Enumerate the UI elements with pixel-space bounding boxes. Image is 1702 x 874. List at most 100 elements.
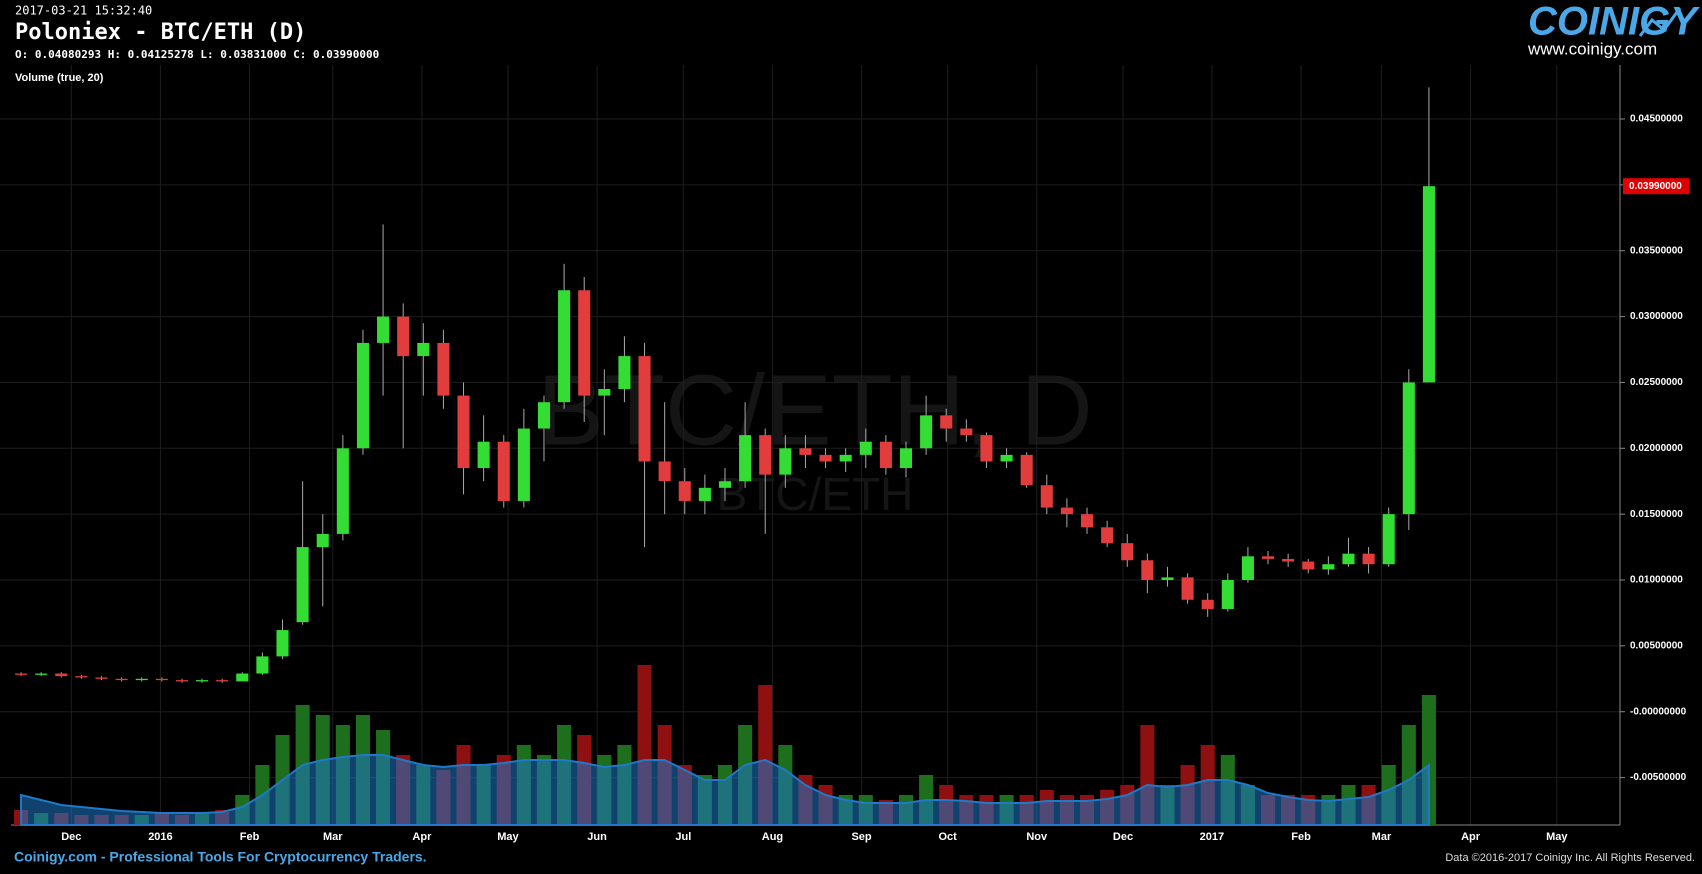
candle-body [457,395,470,469]
x-tick-label: 2017 [1200,831,1224,843]
candle-body [55,673,68,677]
candle-body [578,290,591,396]
x-tick-label: Feb [1291,831,1311,843]
candle-body [960,428,973,436]
candle-body [1282,558,1295,562]
candle-body [1422,186,1435,383]
candle-body [537,402,551,429]
candle-body [718,481,732,488]
candle-body [859,441,872,455]
candle-body [497,441,510,501]
x-tick-label: Jun [587,831,607,843]
x-tick-label: Mar [323,831,343,843]
candle-body [477,441,490,469]
candle-body [296,547,309,623]
candle-body [1342,553,1355,565]
footer-right: Data ©2016-2017 Coinigy Inc. All Rights … [1445,852,1695,864]
logo: COINIGY [1528,0,1700,44]
candle-body [196,680,209,682]
y-tick-label: -0.00500000 [1630,772,1687,783]
candle-body [15,673,28,675]
volume-ma-area [20,754,1430,826]
y-tick-label: 0.01500000 [1630,509,1683,520]
y-tick-label: 0.03500000 [1630,245,1683,256]
candle-body [1221,580,1234,609]
x-tick-label: Dec [61,831,81,843]
candle-body [115,678,128,681]
candle-body [799,448,812,455]
x-tick-label: Jul [675,831,691,843]
candle-body [356,342,370,449]
candle-body [1121,543,1134,561]
logo-url: www.coinigy.com [1527,39,1657,58]
candle-body [1141,560,1154,581]
candle-body [1302,561,1315,570]
candle-body [236,673,249,682]
y-tick-label: 0.01000000 [1630,575,1683,586]
candle-body [739,435,752,482]
candle-body [1181,577,1194,600]
candle-body [940,415,953,429]
candle-body [397,316,410,357]
candle-body [1241,556,1254,581]
x-tick-label: May [1546,831,1568,843]
candle-body [1382,514,1395,565]
x-tick-label: Feb [240,831,260,843]
candle-body [558,290,571,403]
candle-body [1322,564,1335,570]
candle-body [598,389,611,396]
x-tick-label: Oct [938,831,957,843]
candle-body [336,448,349,534]
candle-body [1040,485,1053,508]
chart-title: Poloniex - BTC/ETH (D) [15,20,306,45]
candle-body [1201,599,1214,609]
x-tick-label: 2016 [148,831,172,843]
y-tick-label: 0.03000000 [1630,311,1683,322]
candle-body [316,533,329,548]
last-price-label: 0.03990000 [1629,181,1682,192]
last-price-box [1623,178,1689,195]
x-tick-label: May [497,831,519,843]
x-tick-label: Apr [1461,831,1481,843]
y-tick-label: 0.04500000 [1630,114,1683,125]
candle-body [1261,556,1275,559]
candle-body [1402,382,1415,515]
candle-body [276,630,289,657]
candle-body [216,680,229,682]
candle-body [779,448,792,475]
candle-body [175,680,188,682]
candle-body [1020,454,1033,486]
x-tick-label: Apr [412,831,432,843]
candle-body [839,454,852,462]
indicator-label: Volume (true, 20) [15,72,104,84]
candle-body [35,673,48,675]
candle-body [678,481,691,501]
candle-body [819,454,832,462]
candle-body [1060,507,1073,515]
y-tick-label: 0.00500000 [1630,641,1683,652]
candle-body [1080,514,1094,528]
candle-body [135,678,148,681]
candle-body [899,448,913,469]
candle-body [759,435,772,475]
x-tick-label: Dec [1113,831,1133,843]
candle-body [980,435,993,462]
candle-body [517,428,530,501]
y-tick-label: 0.02500000 [1630,377,1683,388]
candle-body [1000,454,1013,462]
timestamp: 2017-03-21 15:32:40 [15,4,152,18]
ohlc-text: O: 0.04080293 H: 0.04125278 L: 0.0383100… [15,48,379,61]
x-tick-label: Sep [851,831,871,843]
y-tick-label: 0.02000000 [1630,443,1683,454]
logo-icon [1638,7,1682,37]
x-tick-label: Mar [1372,831,1392,843]
candle-body [879,441,892,469]
footer-left: Coinigy.com - Professional Tools For Cry… [14,849,427,865]
candle-body [377,316,390,343]
candle-body [1101,527,1114,544]
x-tick-label: Aug [762,831,783,843]
candle-body [75,676,88,678]
